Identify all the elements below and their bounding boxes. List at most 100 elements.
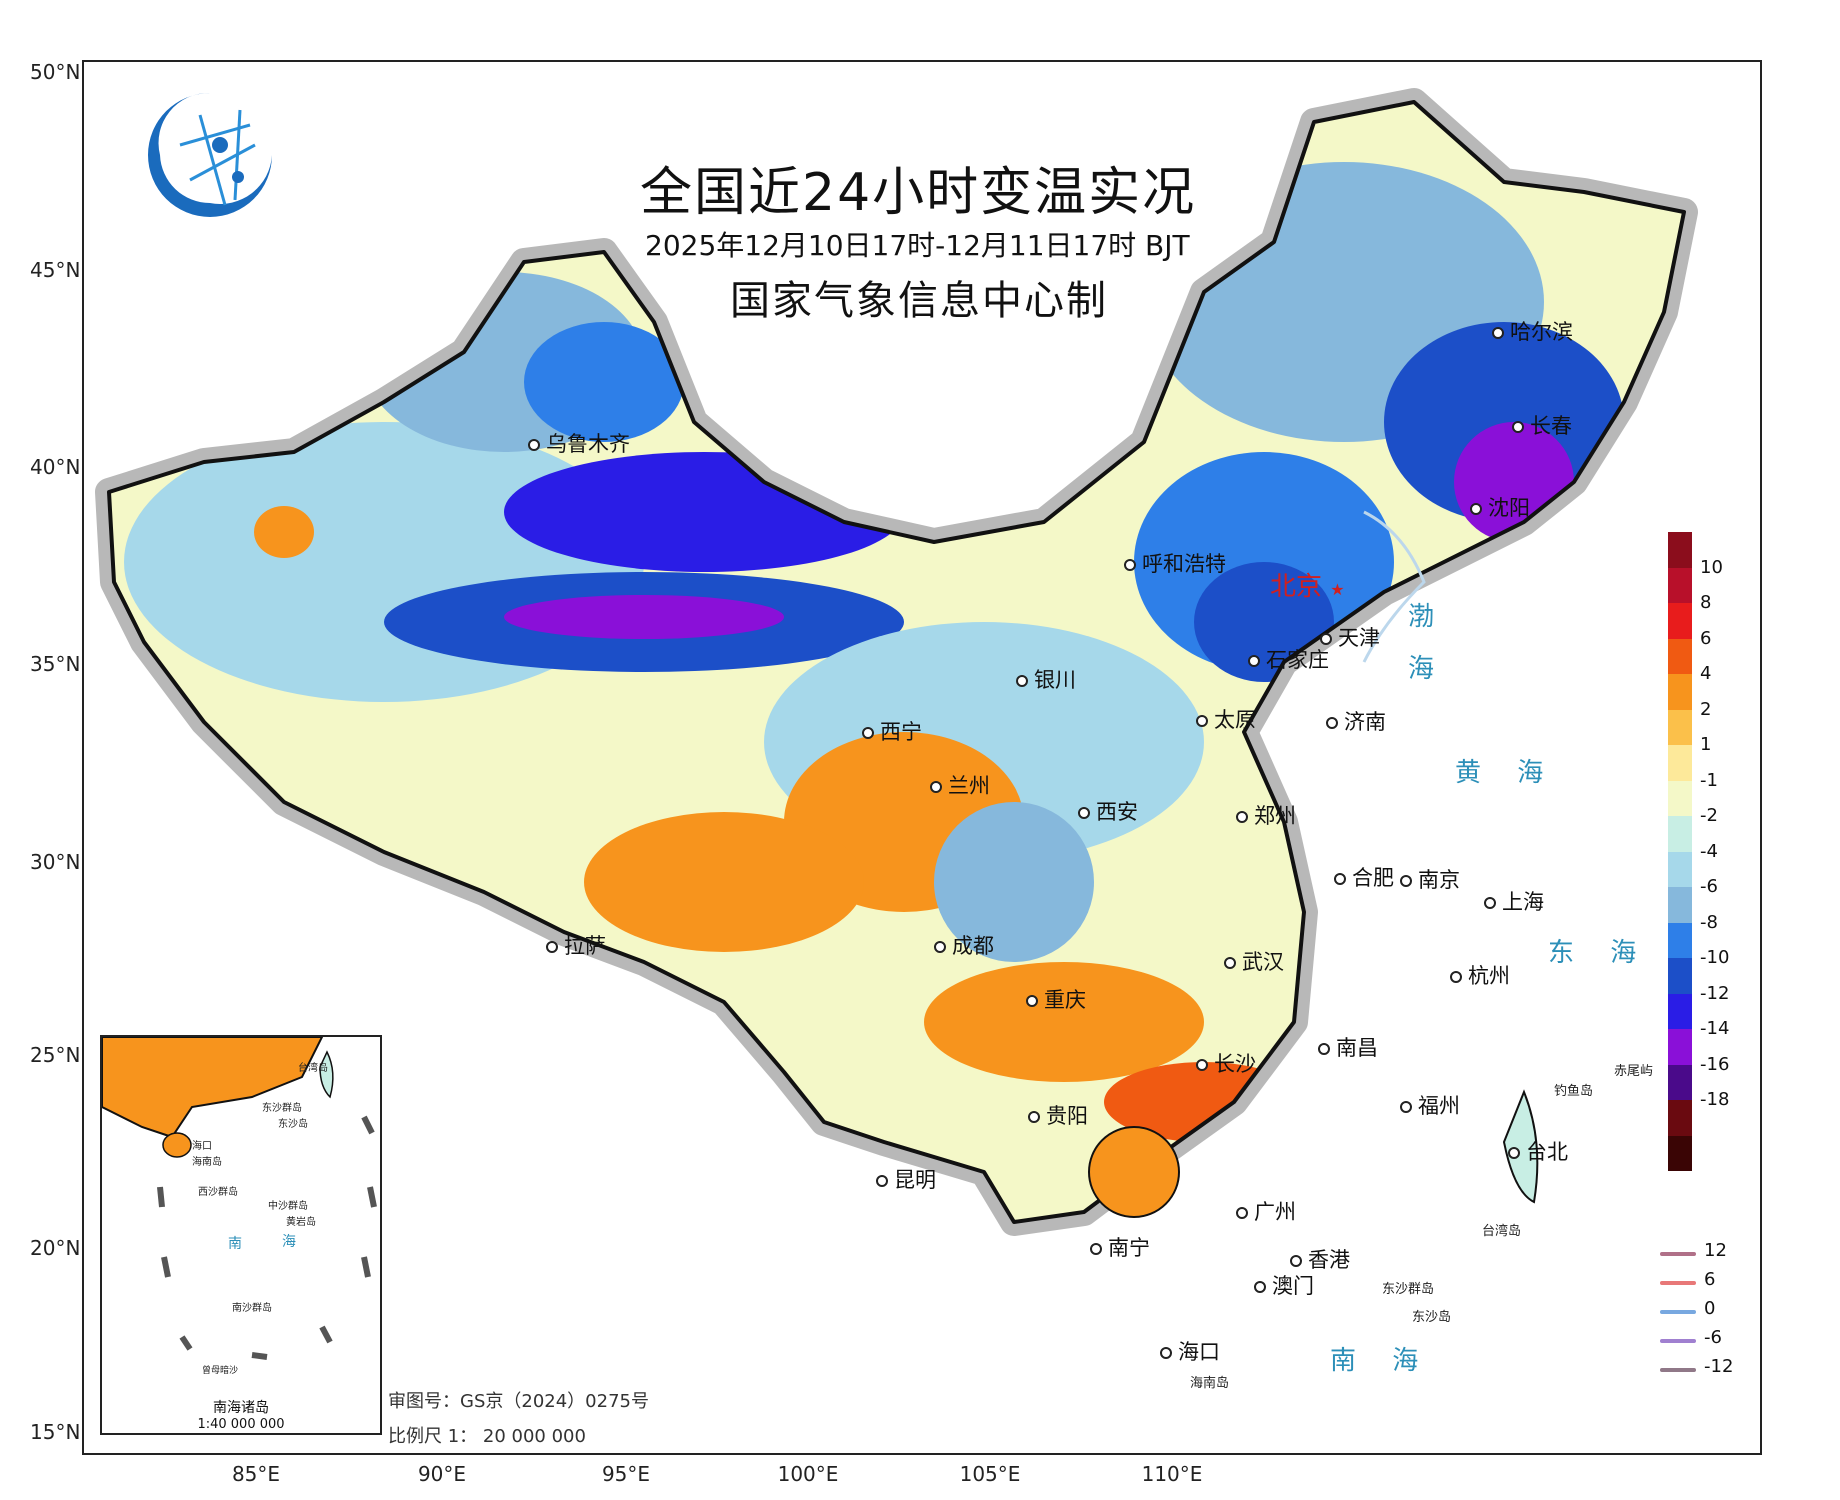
lon-label: 95°E	[601, 1462, 651, 1486]
island-label: 赤尾屿	[1614, 1064, 1654, 1079]
island-label: 钓鱼岛	[1554, 1084, 1594, 1099]
legend-label: -4	[1700, 840, 1718, 862]
lat-label: 20°N	[30, 1236, 81, 1260]
legend-swatch	[1668, 745, 1692, 781]
lat-label: 15°N	[30, 1420, 81, 1444]
south-china-sea-inset: 台湾岛 东沙群岛 东沙岛 海口 海南岛 西沙群岛 中沙群岛 黄岩岛 南 海 南沙…	[100, 1035, 382, 1435]
map-producer: 国家气象信息中心制	[730, 278, 1108, 324]
legend-label: 6	[1700, 627, 1712, 649]
cma-logo	[148, 92, 272, 217]
legend-swatch	[1668, 1100, 1692, 1136]
lat-label: 45°N	[30, 258, 81, 282]
legend-label: -8	[1700, 911, 1718, 933]
legend-label: -2	[1700, 805, 1718, 826]
inset-label: 台湾岛	[298, 1063, 328, 1074]
lon-label: 100°E	[777, 1462, 839, 1486]
lat-label: 50°N	[30, 60, 81, 84]
legend-swatch	[1668, 567, 1692, 603]
sea-label: 海	[1408, 654, 1449, 684]
city-label: 重庆	[1026, 984, 1086, 1014]
legend-swatch	[1668, 816, 1692, 852]
legend-swatch	[1668, 958, 1692, 994]
city-label: 长春	[1512, 410, 1572, 440]
inset-map	[102, 1037, 377, 1360]
city-label: 呼和浩特	[1124, 548, 1226, 578]
legend-swatch	[1668, 851, 1692, 887]
map-subtitle: 2025年12月10日17时-12月11日17时 BJT	[645, 229, 1190, 262]
city-label: 哈尔滨	[1492, 316, 1573, 346]
city-label: 合肥	[1334, 862, 1394, 892]
city-label: 成都	[934, 930, 994, 960]
lon-label: 90°E	[417, 1462, 467, 1486]
color-legend: 10 8 6 4 2 1 -1 -2 -4 -6 -8 -10 -12 -14 -16 -18	[1668, 532, 1729, 1171]
city-label: 郑州	[1236, 800, 1296, 830]
sea-label: 东 海	[1548, 938, 1651, 968]
inset-label: 海口	[192, 1141, 212, 1152]
city-label: 武汉	[1224, 946, 1284, 976]
inset-label: 海南岛	[192, 1157, 222, 1168]
sea-label: 渤	[1408, 602, 1449, 632]
legend-label: 1	[1700, 734, 1712, 755]
legend-swatch	[1668, 1029, 1692, 1065]
city-label: 广州	[1236, 1196, 1296, 1226]
city-label: 杭州	[1450, 960, 1510, 990]
city-label: 澳门	[1254, 1270, 1314, 1300]
city-label: 天津	[1320, 622, 1380, 652]
legend-swatch	[1668, 780, 1692, 816]
city-label: 拉萨	[546, 930, 606, 960]
legend-label: 4	[1700, 663, 1712, 684]
review-number: 审图号：GS京（2024）0275号	[388, 1391, 649, 1412]
inset-label: 黄岩岛	[286, 1217, 316, 1228]
legend-label: 2	[1700, 698, 1712, 720]
lat-label: 25°N	[30, 1043, 81, 1067]
city-label: 台北	[1508, 1136, 1568, 1166]
legend-label: -10	[1700, 947, 1730, 968]
inset-label: 南	[228, 1236, 242, 1252]
legend-swatch	[1668, 1064, 1692, 1100]
lat-label: 30°N	[30, 850, 81, 874]
legend-label: -12	[1700, 982, 1730, 1004]
lon-label: 85°E	[231, 1462, 281, 1486]
inset-label: 东沙群岛	[262, 1103, 302, 1114]
map-title: 全国近24小时变温实况	[640, 163, 1197, 223]
inset-label: 西沙群岛	[198, 1187, 238, 1198]
city-label: 上海	[1484, 886, 1544, 916]
inset-label: 东沙岛	[278, 1119, 308, 1130]
sea-label: 南 海	[1330, 1346, 1433, 1376]
island-label: 东沙群岛	[1382, 1282, 1435, 1297]
city-label: 西宁	[862, 716, 922, 746]
city-label: 银川	[1016, 664, 1076, 694]
island-label: 台湾岛	[1482, 1224, 1522, 1239]
island-label: 东沙岛	[1412, 1310, 1452, 1325]
inset-label: 海	[282, 1234, 296, 1250]
city-label: 贵阳	[1028, 1100, 1088, 1130]
city-label: 南昌	[1318, 1032, 1378, 1062]
inset-label: 中沙群岛	[268, 1201, 308, 1212]
city-label: 济南	[1326, 706, 1386, 736]
legend-label: 8	[1700, 592, 1712, 613]
legend-swatch	[1668, 1135, 1692, 1171]
legend-swatch	[1668, 709, 1692, 745]
city-label: 海口	[1160, 1336, 1220, 1366]
map-scale: 比例尺 1： 20 000 000	[388, 1426, 586, 1447]
inset-title: 南海诸岛	[213, 1400, 269, 1416]
legend-swatch	[1668, 532, 1692, 568]
inset-label: 南沙群岛	[232, 1303, 272, 1314]
city-label: 西安	[1078, 796, 1138, 826]
legend-label: -1	[1700, 769, 1718, 791]
city-label: 乌鲁木齐	[528, 428, 630, 458]
legend-label: -6	[1700, 876, 1718, 897]
sea-label: 黄 海	[1455, 758, 1558, 788]
city-beijing: 北京 ★	[1270, 572, 1345, 602]
legend-label: -14	[1700, 1018, 1730, 1039]
city-label: 长沙	[1196, 1048, 1256, 1078]
city-label: 南宁	[1090, 1232, 1150, 1262]
lat-label: 35°N	[30, 652, 81, 676]
city-label: 沈阳	[1470, 492, 1530, 522]
legend-label: 10	[1700, 556, 1723, 578]
legend-swatch	[1668, 638, 1692, 674]
city-label: 昆明	[876, 1164, 936, 1194]
city-label: 福州	[1400, 1090, 1460, 1120]
legend-swatch	[1668, 674, 1692, 710]
inset-label: 曾母暗沙	[202, 1366, 239, 1376]
